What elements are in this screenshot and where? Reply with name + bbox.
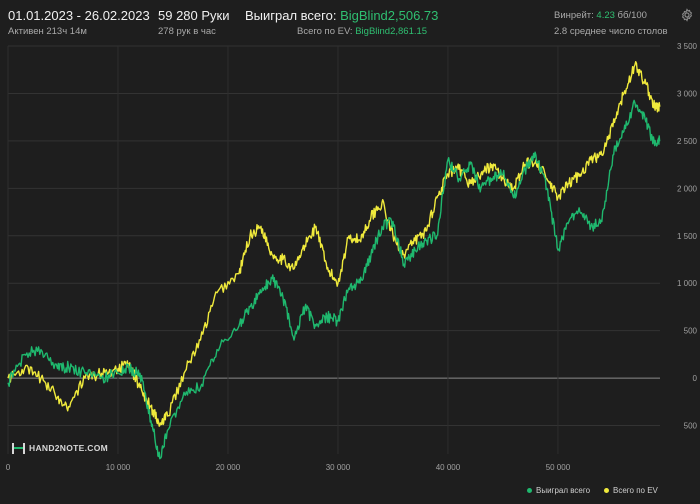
series-ev-line: [7, 61, 661, 427]
winrate-value: 4.23: [596, 10, 615, 21]
x-tick-label: 30 000: [326, 463, 351, 472]
x-tick-label: 10 000: [106, 463, 131, 472]
profit-chart: 0 10 000 20 000 30 000 40 000 50 000 3 500 3 0…: [6, 42, 698, 472]
x-axis-ticks: 0 10 000 20 000 30 000 40 000 50 000: [6, 463, 571, 472]
chart-grid: [7, 45, 660, 454]
y-tick-label: 1 000: [677, 279, 698, 288]
gear-icon[interactable]: [680, 8, 694, 22]
ev-total: Всего по EV: BigBlind2,861.15: [297, 26, 427, 37]
series-won-line: [7, 99, 661, 460]
y-tick-label: 500: [684, 422, 698, 431]
y-tick-label: 2 000: [677, 184, 698, 193]
active-time: Активен 213ч 14м: [8, 26, 87, 37]
x-tick-label: 50 000: [546, 463, 571, 472]
x-tick-label: 20 000: [216, 463, 241, 472]
y-tick-label: 500: [684, 327, 698, 336]
date-range[interactable]: 01.01.2023 - 26.02.2023: [8, 8, 150, 23]
hand2note-logo: HAND2NOTE.COM: [12, 443, 108, 455]
avg-tables: 2.8 среднее число столов: [554, 26, 668, 37]
y-tick-label: 1 500: [677, 232, 698, 241]
winrate: Винрейт: 4.23 бб/100: [554, 10, 647, 21]
y-tick-label: 2 500: [677, 137, 698, 146]
legend-ev[interactable]: Всего по EV: [604, 486, 658, 495]
chart-series: [7, 61, 661, 460]
x-tick-label: 40 000: [436, 463, 461, 472]
legend-won-swatch: [527, 488, 532, 494]
summary-header: 01.01.2023 - 26.02.2023 Активен 213ч 14м…: [0, 0, 700, 42]
y-tick-label: 3 000: [677, 89, 698, 98]
hands-count: 59 280 Руки: [158, 8, 230, 23]
x-tick-label: 0: [6, 463, 11, 472]
legend-ev-label: Всего по EV: [613, 486, 658, 495]
legend-ev-swatch: [604, 488, 609, 494]
won-total: Выиграл всего: BigBlind2,506.73: [245, 8, 438, 23]
legend-won[interactable]: Выиграл всего: [527, 486, 590, 495]
won-value: BigBlind2,506.73: [340, 8, 439, 23]
ev-value: BigBlind2,861.15: [355, 26, 428, 37]
winrate-label: Винрейт:: [554, 10, 594, 21]
hands-per-hour: 278 рук в час: [158, 26, 216, 37]
y-tick-label: 0: [693, 374, 698, 383]
won-label: Выиграл всего:: [245, 8, 337, 23]
ev-label: Всего по EV:: [297, 26, 353, 37]
logo-text: HAND2NOTE.COM: [29, 443, 108, 453]
winrate-unit: бб/100: [617, 10, 647, 21]
logo-mark-icon: [12, 443, 25, 455]
y-axis-ticks: 3 500 3 000 2 500 2 000 1 500 1 000 500 0 500: [677, 42, 698, 431]
legend-won-label: Выиграл всего: [536, 486, 591, 495]
y-tick-label: 3 500: [677, 42, 698, 51]
